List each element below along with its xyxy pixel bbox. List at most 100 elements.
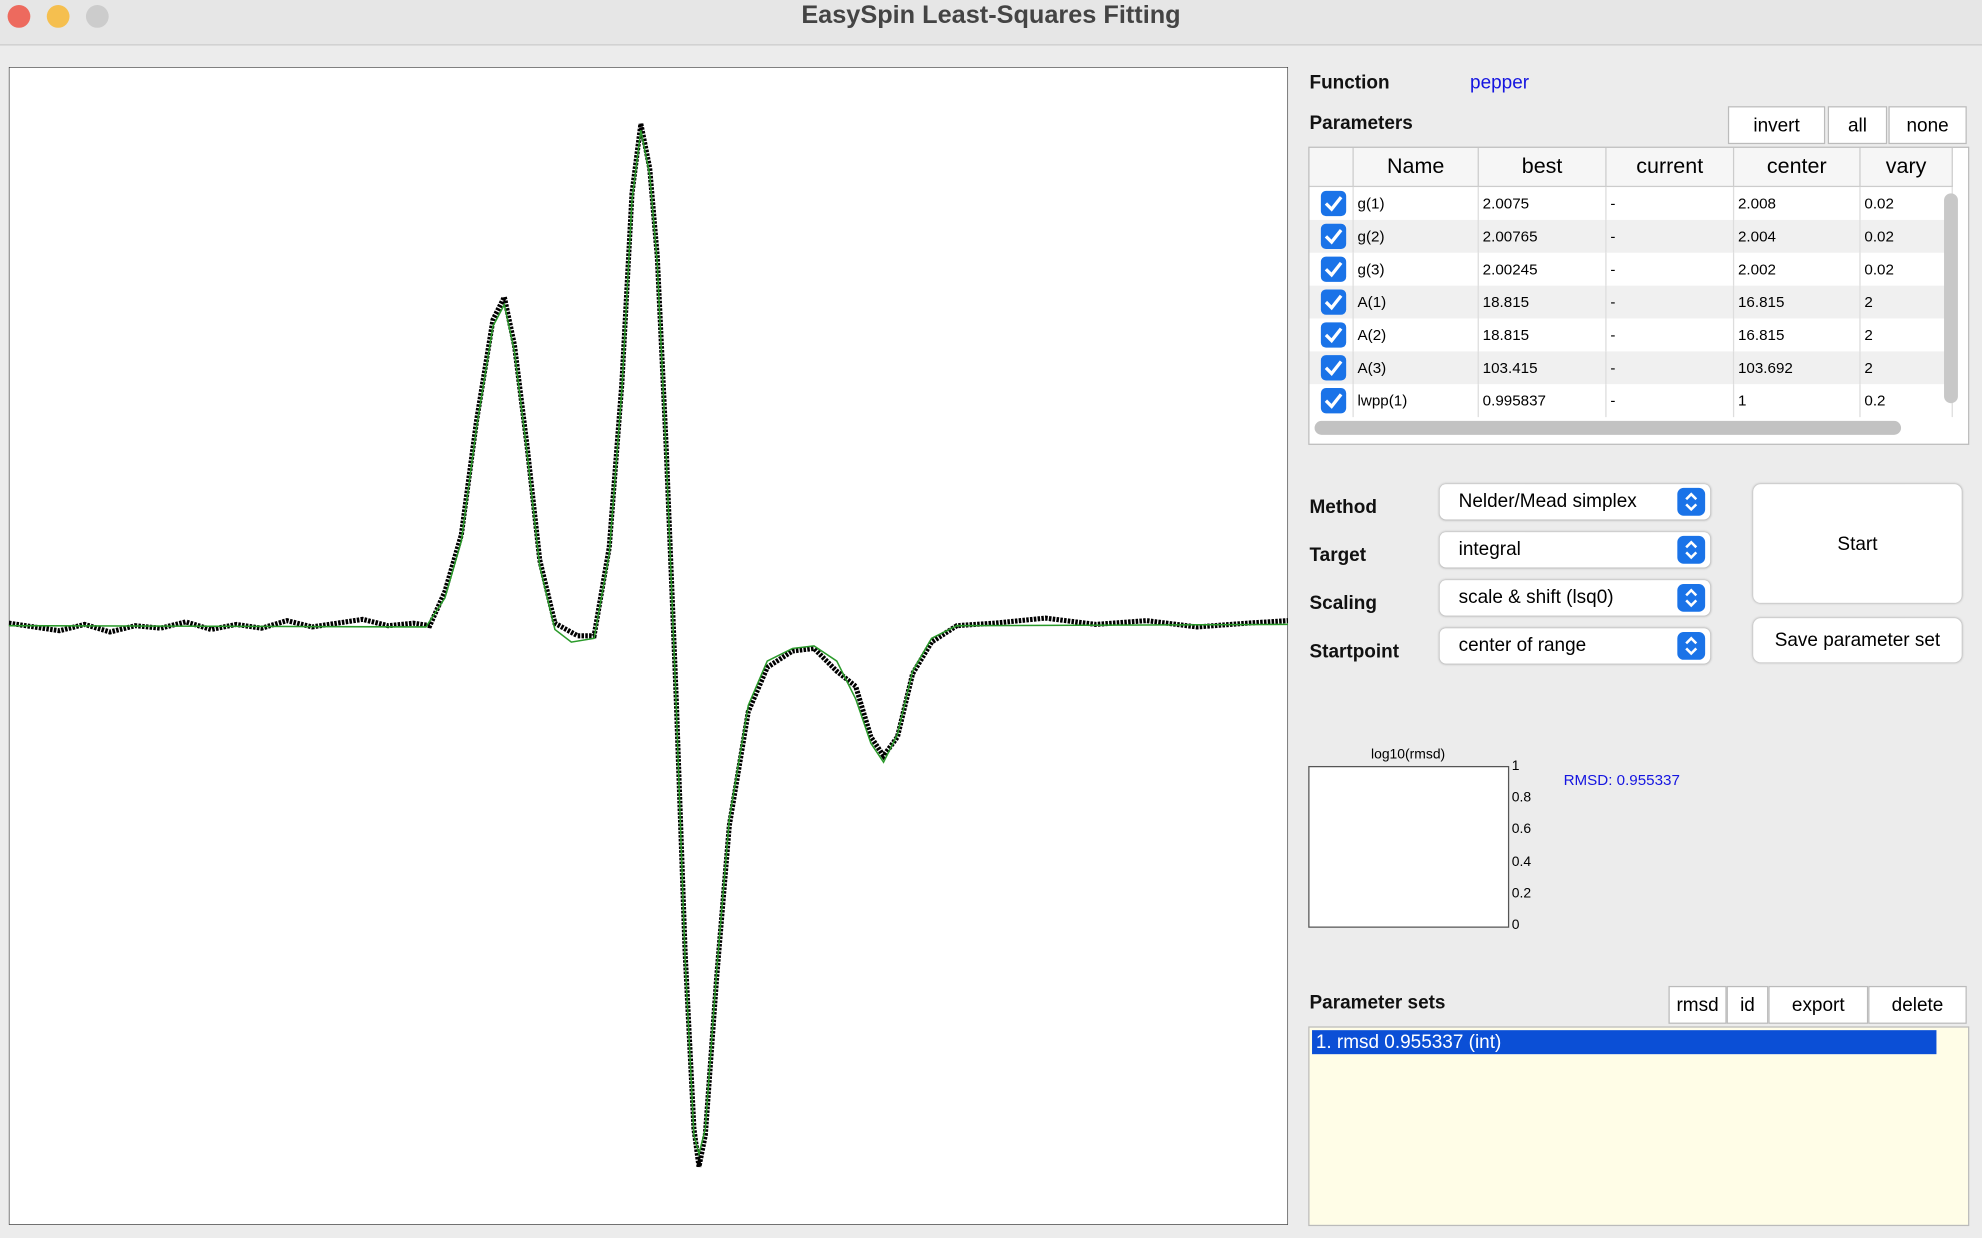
rmsd-tick-label: 0.2 — [1511, 885, 1532, 901]
checkbox-cell — [1309, 186, 1354, 220]
parameter-set-list: 1. rmsd 0.955337 (int) — [1308, 1026, 1970, 1227]
rmsd-tick-label: 0.6 — [1511, 822, 1532, 838]
header-row: Name best current center vary — [1309, 147, 1953, 188]
table-row: lwpp(1) 0.995837-1 0.2 — [1309, 384, 1953, 418]
checkbox[interactable] — [1320, 190, 1346, 217]
table-cell: 2 — [1859, 285, 1953, 319]
set-button[interactable]: delete — [1868, 985, 1967, 1024]
dropdown[interactable]: scale & shift (lsq0) — [1439, 580, 1711, 616]
table-cell: g(3) — [1353, 252, 1479, 286]
checkbox[interactable] — [1320, 256, 1346, 282]
column-header: center — [1733, 147, 1861, 188]
dropdown[interactable]: integral — [1439, 532, 1711, 568]
table-cell: 103.692 — [1733, 351, 1861, 385]
parameter-button[interactable]: none — [1888, 106, 1967, 145]
rmsd-text: RMSD: 0.955337 — [1563, 771, 1680, 789]
table-cell: 2.00765 — [1478, 219, 1607, 253]
dropdown[interactable]: center of range — [1439, 628, 1711, 664]
table-cell: A(3) — [1353, 351, 1479, 385]
dropdown-arrow — [1677, 535, 1706, 564]
table-cell: - — [1605, 219, 1735, 253]
parameter-table-container: Name best current center vary g(1) 2.0075-2.00… — [1308, 146, 1970, 445]
table-row: g(3) 2.00245-2.002 0.02 — [1309, 252, 1953, 286]
table-cell: 16.815 — [1733, 318, 1861, 352]
checkbox-cell — [1309, 252, 1354, 286]
parameter-button[interactable]: all — [1827, 106, 1888, 145]
table-cell: 2 — [1859, 318, 1953, 352]
table-cell: g(2) — [1353, 219, 1479, 253]
column-header: current — [1605, 147, 1735, 188]
parameter-table: Name best current center vary g(1) 2.0075-2.00… — [1309, 147, 1953, 418]
checkbox-cell — [1309, 351, 1354, 385]
table-cell: 2.004 — [1733, 219, 1861, 253]
rmsd-plot-title: log10(rmsd) — [1371, 747, 1446, 763]
start-button[interactable]: Start — [1753, 484, 1962, 603]
checkbox-cell — [1309, 384, 1354, 418]
checkbox[interactable] — [1320, 289, 1346, 315]
column-header: vary — [1859, 147, 1953, 188]
h-scrollbar — [1314, 420, 1902, 435]
table-cell: 0.995837 — [1478, 384, 1607, 418]
checkbox-cell — [1309, 285, 1354, 319]
set-button[interactable]: id — [1726, 985, 1769, 1024]
zoom-button[interactable] — [85, 5, 109, 28]
checkbox-cell — [1309, 318, 1354, 352]
table-row: A(3) 103.415-103.692 2 — [1309, 351, 1953, 385]
table-cell: - — [1605, 351, 1735, 385]
table-row: A(2) 18.815-16.815 2 — [1309, 318, 1953, 352]
title-bar: EasySpin Least-Squares Fitting — [0, 0, 1982, 46]
setting-label: Scaling — [1309, 592, 1377, 615]
function-value: pepper — [1470, 72, 1530, 94]
set-button[interactable]: rmsd — [1668, 985, 1727, 1024]
table-cell: 103.415 — [1478, 351, 1607, 385]
parameter-sets-label: Parameter sets — [1309, 992, 1446, 1014]
close-button[interactable] — [7, 5, 31, 28]
parameter-button[interactable]: invert — [1727, 106, 1826, 145]
rmsd-tick-label: 0.8 — [1511, 790, 1532, 806]
table-cell: - — [1605, 252, 1735, 286]
table-cell: 16.815 — [1733, 285, 1861, 319]
function-label: Function — [1309, 72, 1390, 94]
table-cell: 0.02 — [1859, 252, 1953, 286]
table-cell: 0.02 — [1859, 219, 1953, 253]
v-scrollbar — [1944, 193, 1958, 404]
rmsd-plot — [1308, 765, 1510, 928]
table-cell: 0.2 — [1859, 384, 1953, 418]
setting-label: Target — [1309, 544, 1367, 567]
rmsd-tick-label: 0.4 — [1511, 853, 1532, 870]
header-cell — [1309, 147, 1354, 188]
dropdown-arrow — [1677, 632, 1706, 660]
plot-frame — [8, 66, 1289, 1225]
table-cell: lwpp(1) — [1353, 384, 1479, 418]
minimize-button[interactable] — [46, 5, 70, 28]
checkbox[interactable] — [1320, 322, 1346, 348]
set-item[interactable]: 1. rmsd 0.955337 (int) — [1312, 1030, 1937, 1055]
column-header: best — [1478, 147, 1607, 188]
table-cell: 18.815 — [1478, 318, 1607, 352]
checkbox[interactable] — [1320, 223, 1346, 250]
table-cell: - — [1605, 186, 1735, 220]
dropdown-arrow — [1677, 583, 1706, 612]
dropdown[interactable]: Nelder/Mead simplex — [1439, 484, 1711, 520]
window-title: EasySpin Least-Squares Fitting — [801, 1, 1181, 30]
checkbox[interactable] — [1320, 355, 1346, 381]
table-cell: A(1) — [1353, 285, 1479, 319]
table-cell: 2 — [1859, 351, 1953, 385]
table-cell: 2.00245 — [1478, 252, 1607, 286]
table-cell: - — [1605, 318, 1735, 352]
rmsd-tick-label: 0 — [1511, 917, 1520, 933]
setting-label: Startpoint — [1309, 640, 1400, 663]
set-button[interactable]: export — [1768, 985, 1869, 1024]
column-header: Name — [1353, 147, 1479, 188]
table-row: g(1) 2.0075-2.008 0.02 — [1309, 186, 1953, 220]
table-row: A(1) 18.815-16.815 2 — [1309, 285, 1953, 319]
checkbox-cell — [1309, 219, 1354, 253]
save-button[interactable]: Save parameter set — [1753, 618, 1962, 663]
table-cell: 1 — [1733, 384, 1861, 418]
checkbox[interactable] — [1320, 388, 1346, 414]
table-cell: 2.008 — [1733, 186, 1861, 220]
table-cell: 0.02 — [1859, 186, 1953, 220]
